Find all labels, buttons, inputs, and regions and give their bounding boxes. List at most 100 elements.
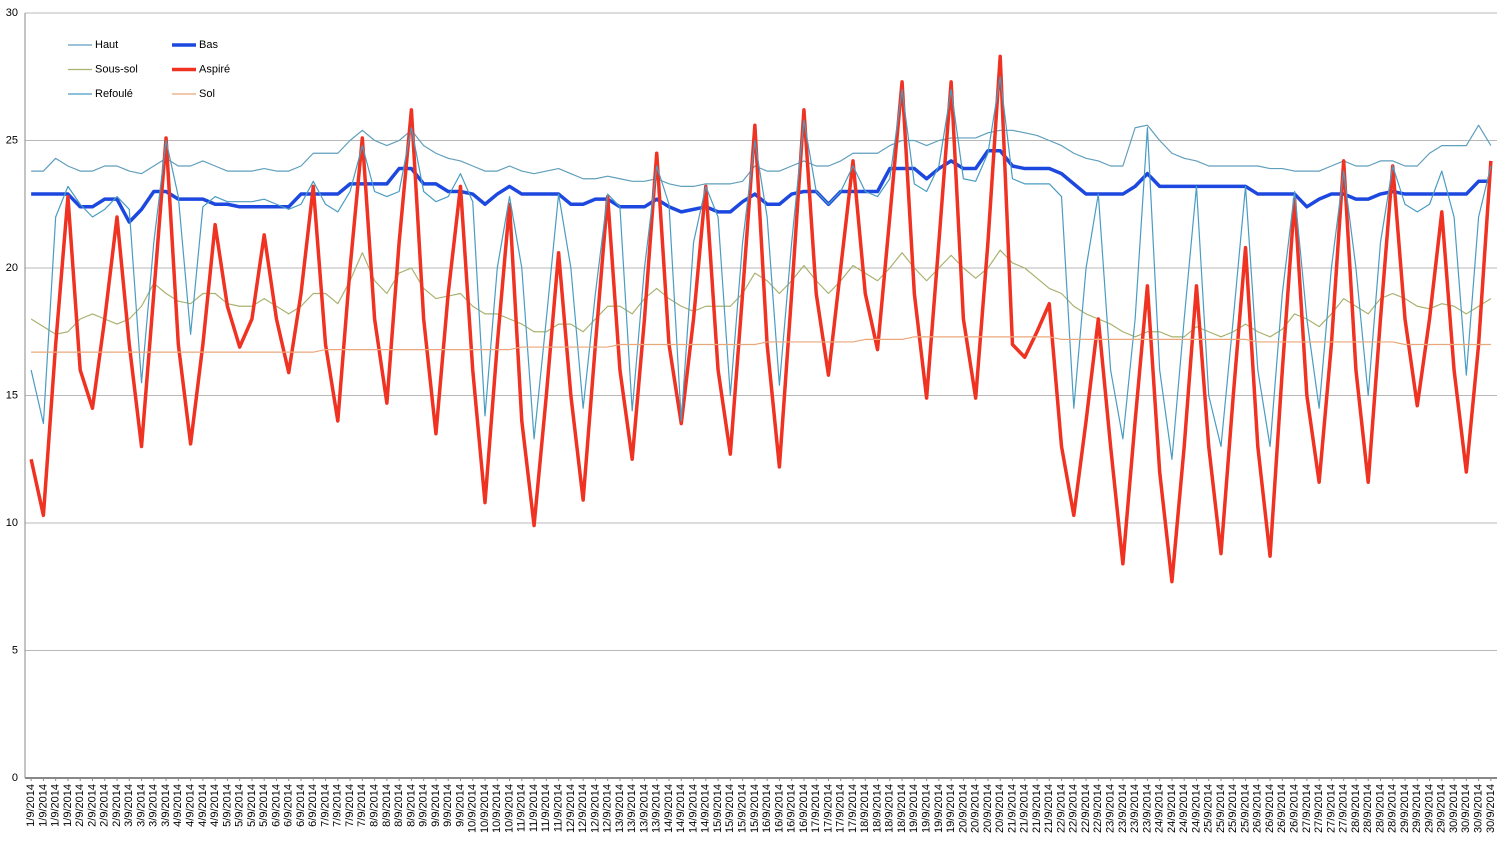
x-tick-label: 8/9/2014 [405, 784, 417, 827]
series-line [30, 76, 1492, 460]
x-tick-label: 7/9/2014 [319, 784, 331, 827]
x-tick-label: 7/9/2014 [356, 784, 368, 827]
x-tick-label: 23/9/2014 [1117, 784, 1129, 833]
x-tick-label: 16/9/2014 [786, 784, 798, 833]
x-tick-label: 16/9/2014 [798, 784, 810, 833]
x-tick-label: 3/9/2014 [160, 784, 172, 827]
x-tick-label: 6/9/2014 [270, 784, 282, 827]
x-tick-label: 23/9/2014 [1129, 784, 1141, 833]
x-tick-label: 2/9/2014 [111, 784, 123, 827]
x-tick-label: 26/9/2014 [1289, 784, 1301, 833]
x-tick-label: 28/9/2014 [1350, 784, 1362, 833]
x-tick-label: 5/9/2014 [234, 784, 246, 827]
series-line [31, 124, 1492, 187]
legend-label: Sous-sol [95, 63, 138, 75]
x-tick-label: 14/9/2014 [675, 784, 687, 833]
x-tick-label: 3/9/2014 [135, 784, 147, 827]
x-tick-label: 14/9/2014 [687, 784, 699, 833]
x-tick-label: 18/9/2014 [884, 784, 896, 833]
x-tick-label: 3/9/2014 [123, 784, 135, 827]
x-tick-label: 2/9/2014 [74, 784, 86, 827]
x-tick-label: 21/9/2014 [1043, 784, 1055, 833]
y-tick-label: 0 [12, 772, 18, 784]
x-tick-label: 27/9/2014 [1313, 784, 1325, 833]
x-tick-label: 26/9/2014 [1276, 784, 1288, 833]
y-tick-label: 20 [6, 262, 18, 274]
x-tick-label: 30/9/2014 [1473, 784, 1485, 833]
x-tick-label: 29/9/2014 [1411, 784, 1423, 833]
x-tick-label: 28/9/2014 [1374, 784, 1386, 833]
x-tick-label: 8/9/2014 [393, 784, 405, 827]
x-tick-label: 15/9/2014 [712, 784, 724, 833]
x-tick-label: 9/9/2014 [442, 784, 454, 827]
legend-label: Bas [199, 39, 218, 51]
legend-label: Haut [95, 39, 118, 51]
x-tick-label: 24/9/2014 [1178, 784, 1190, 833]
x-tick-label: 9/9/2014 [430, 784, 442, 827]
x-tick-label: 22/9/2014 [1080, 784, 1092, 833]
x-tick-label: 13/9/2014 [638, 784, 650, 833]
x-tick-label: 29/9/2014 [1436, 784, 1448, 833]
x-tick-label: 19/9/2014 [908, 784, 920, 833]
x-tick-label: 27/9/2014 [1338, 784, 1350, 833]
x-tick-label: 18/9/2014 [871, 784, 883, 833]
y-tick-label: 25 [6, 134, 18, 146]
x-tick-label: 21/9/2014 [1006, 784, 1018, 833]
x-tick-label: 11/9/2014 [516, 784, 528, 832]
x-tick-label: 16/9/2014 [761, 784, 773, 833]
x-tick-label: 25/9/2014 [1215, 784, 1227, 833]
x-tick-label: 4/9/2014 [197, 784, 209, 827]
x-tick-label: 1/9/2014 [50, 784, 62, 827]
x-tick-label: 7/9/2014 [344, 784, 356, 827]
x-tick-label: 29/9/2014 [1423, 784, 1435, 833]
x-tick-label: 3/9/2014 [148, 784, 160, 827]
series-line [31, 336, 1491, 353]
x-tick-label: 30/9/2014 [1460, 784, 1472, 833]
x-tick-label: 27/9/2014 [1301, 784, 1313, 833]
y-tick-label: 30 [6, 7, 18, 19]
x-tick-label: 9/9/2014 [454, 784, 466, 827]
x-tick-label: 7/9/2014 [332, 784, 344, 827]
x-tick-label: 11/9/2014 [540, 784, 552, 832]
x-tick-label: 4/9/2014 [185, 784, 197, 827]
x-tick-label: 5/9/2014 [246, 784, 258, 827]
x-tick-label: 17/9/2014 [847, 784, 859, 833]
x-tick-label: 16/9/2014 [773, 784, 785, 833]
x-tick-label: 2/9/2014 [99, 784, 111, 827]
legend-label: Sol [199, 88, 215, 100]
series-line [29, 54, 1493, 584]
x-tick-label: 9/9/2014 [418, 784, 430, 827]
x-tick-label: 18/9/2014 [896, 784, 908, 833]
x-tick-label: 11/9/2014 [553, 784, 565, 832]
x-tick-label: 1/9/2014 [37, 784, 49, 827]
x-tick-label: 24/9/2014 [1190, 784, 1202, 833]
x-tick-label: 29/9/2014 [1399, 784, 1411, 833]
x-tick-label: 22/9/2014 [1068, 784, 1080, 833]
x-tick-label: 11/9/2014 [528, 784, 540, 832]
y-tick-label: 10 [6, 517, 18, 529]
x-tick-label: 5/9/2014 [258, 784, 270, 827]
x-tick-label: 25/9/2014 [1239, 784, 1251, 833]
x-tick-label: 15/9/2014 [737, 784, 749, 833]
y-tick-label: 15 [6, 389, 18, 401]
x-tick-label: 2/9/2014 [86, 784, 98, 827]
y-tick-label: 5 [12, 644, 18, 656]
x-tick-label: 28/9/2014 [1362, 784, 1374, 833]
x-tick-label: 15/9/2014 [749, 784, 761, 833]
x-tick-label: 22/9/2014 [1092, 784, 1104, 833]
x-tick-label: 13/9/2014 [614, 784, 626, 833]
x-tick-label: 24/9/2014 [1154, 784, 1166, 833]
x-tick-label: 30/9/2014 [1448, 784, 1460, 833]
x-tick-label: 15/9/2014 [724, 784, 736, 833]
x-tick-label: 4/9/2014 [209, 784, 221, 827]
x-tick-label: 6/9/2014 [295, 784, 307, 827]
x-tick-label: 20/9/2014 [994, 784, 1006, 833]
x-tick-label: 10/9/2014 [491, 784, 503, 833]
legend-label: Aspiré [199, 63, 230, 75]
x-tick-label: 10/9/2014 [503, 784, 515, 833]
x-tick-label: 5/9/2014 [221, 784, 233, 827]
x-tick-label: 12/9/2014 [602, 784, 614, 833]
x-tick-label: 24/9/2014 [1166, 784, 1178, 833]
x-tick-label: 10/9/2014 [479, 784, 491, 833]
x-tick-label: 19/9/2014 [921, 784, 933, 833]
